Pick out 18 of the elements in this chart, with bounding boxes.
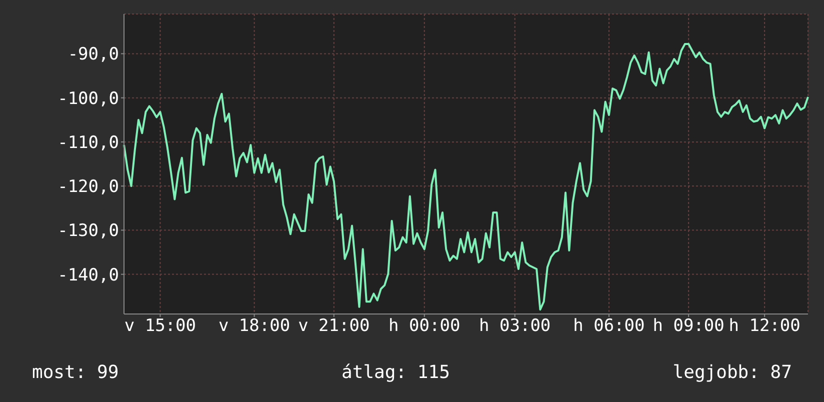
y-tick-label: -140,0 — [58, 265, 119, 286]
y-tick-label: -100,0 — [58, 88, 119, 109]
x-tick-label: h 03:00 — [479, 316, 551, 336]
x-tick-label: h 00:00 — [388, 316, 460, 336]
text: legjobb: 87 — [672, 362, 792, 383]
x-tick-label: v 15:00 — [124, 316, 196, 336]
y-tick-label: -90,0 — [68, 44, 119, 65]
y-tick-label: -120,0 — [58, 177, 119, 198]
x-tick-label: v 18:00 — [218, 316, 290, 336]
y-tick-label: -130,0 — [58, 221, 119, 242]
y-tick-label: -110,0 — [58, 132, 119, 153]
line-series — [123, 43, 809, 311]
text: átlag: 115 — [342, 362, 450, 383]
text: most: 99 — [32, 362, 119, 383]
x-tick-label: h 09:00 — [652, 316, 724, 336]
x-tick-label: h 12:00 — [728, 316, 800, 336]
x-tick-label: v 21:00 — [298, 316, 370, 336]
x-tick-label: h 06:00 — [573, 316, 645, 336]
